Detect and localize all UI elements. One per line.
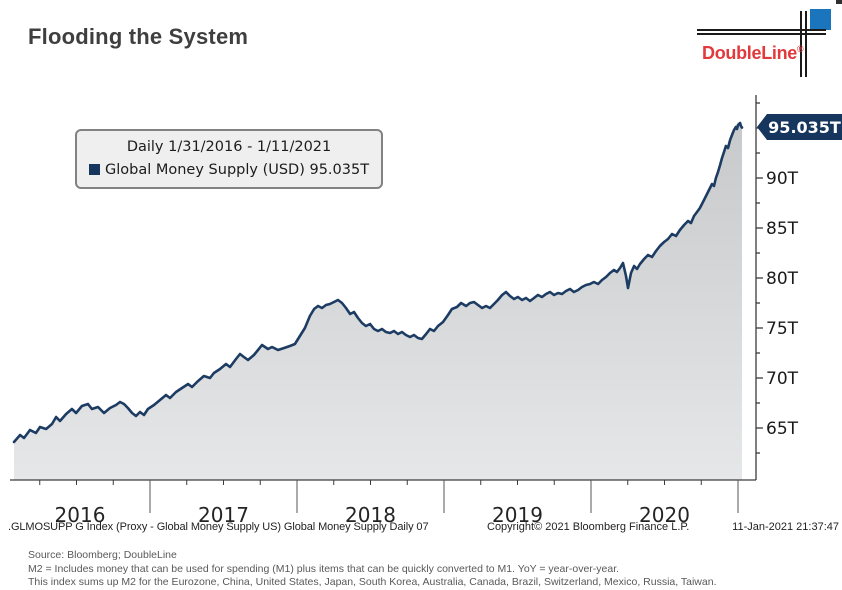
logo-horizontal-line-bottom (697, 33, 826, 35)
legend-series-label: Global Money Supply (USD) 95.035T (105, 162, 370, 179)
last-value-tag: 95.035T (757, 114, 842, 140)
chart-legend: Daily 1/31/2016 - 1/11/2021 Global Money… (75, 129, 384, 190)
series-marker-icon (89, 164, 100, 176)
source-note: Source: Bloomberg; DoubleLine (28, 549, 177, 561)
footnotes: Source: Bloomberg; DoubleLine M2 = Inclu… (28, 549, 717, 590)
registered-trademark-icon: ® (797, 44, 804, 54)
bloomberg-info-line: .GLMOSUPP G Index (Proxy - Global Money … (0, 521, 842, 536)
svg-text:75T: 75T (766, 319, 799, 339)
tag-pointer-icon (757, 114, 767, 140)
logo-brand-text: DoubleLine (702, 43, 797, 63)
legend-period: Daily 1/31/2016 - 1/11/2021 (126, 139, 332, 155)
svg-text:90T: 90T (766, 169, 799, 189)
logo-wordmark: DoubleLine® (702, 43, 804, 64)
logo-vertical-line-right (805, 11, 807, 77)
svg-text:70T: 70T (766, 369, 799, 389)
logo-vertical-line-left (800, 11, 802, 77)
corner-chip (836, 0, 842, 4)
svg-text:80T: 80T (766, 269, 799, 289)
page-title: Flooding the System (28, 24, 249, 49)
m2-definition-note: M2 = Includes money that can be used for… (28, 562, 620, 575)
logo-blue-square (810, 9, 831, 30)
svg-text:65T: 65T (766, 419, 799, 439)
copyright-text: Copyright© 2021 Bloomberg Finance L.P. (487, 521, 690, 533)
legend-series: Global Money Supply (USD) 95.035T (89, 159, 369, 182)
ticker-description: .GLMOSUPP G Index (Proxy - Global Money … (8, 521, 429, 533)
last-value-label: 95.035T (767, 114, 842, 140)
timestamp: 11-Jan-2021 21:37:47 (732, 521, 839, 533)
logo-horizontal-line-top (697, 29, 826, 31)
svg-text:85T: 85T (766, 219, 799, 239)
index-composition-note: This index sums up M2 for the Eurozone, … (28, 576, 717, 588)
